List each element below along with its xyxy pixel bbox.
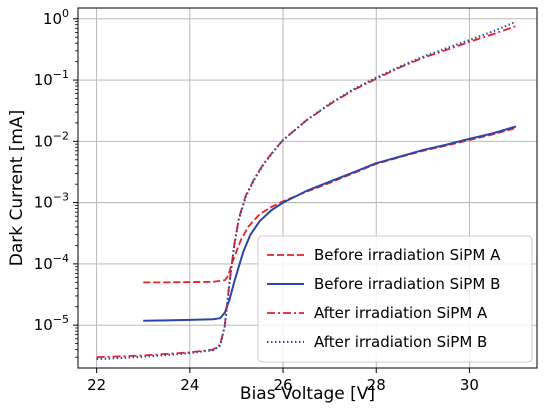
y-tick-exponent: −2 <box>53 129 69 142</box>
y-tick-base: 10 <box>34 194 53 212</box>
legend: Before irradiation SiPM A Before irradiat… <box>257 235 533 363</box>
y-tick-label: 10−5 <box>34 313 69 334</box>
plot-lines <box>96 20 517 361</box>
legend-box <box>257 235 533 363</box>
x-axis-title: Bias Voltage [V] <box>240 384 375 404</box>
y-tick-label: 10−2 <box>34 129 69 150</box>
series-line-4 <box>96 20 517 361</box>
y-tick-base: 10 <box>34 255 53 273</box>
y-tick-exponent: −3 <box>53 191 69 204</box>
y-tick-base: 10 <box>43 10 62 28</box>
legend-label: After irradiation SiPM A <box>314 304 488 322</box>
y-tick-label: 10−3 <box>34 191 69 212</box>
y-tick-exponent: 0 <box>62 7 69 20</box>
y-tick-base: 10 <box>34 71 53 89</box>
legend-label: Before irradiation SiPM A <box>314 246 501 264</box>
y-axis-title: Dark Current [mA] <box>7 110 27 266</box>
y-tick-exponent: −4 <box>53 252 69 265</box>
x-tick-label: 28 <box>367 376 386 394</box>
y-tick-label: 100 <box>43 7 69 28</box>
y-tick-label: 10−1 <box>34 68 69 89</box>
x-tick-label: 24 <box>180 376 199 394</box>
series-line-2 <box>143 125 517 322</box>
x-tick-label: 26 <box>273 376 292 394</box>
y-tick-label: 10−4 <box>34 252 69 273</box>
x-tick-label: 30 <box>460 376 479 394</box>
y-tick-base: 10 <box>34 132 53 150</box>
legend-label: After irradiation SiPM B <box>314 333 487 351</box>
plot-frame <box>77 7 538 369</box>
x-tick-label: 22 <box>87 376 106 394</box>
y-tick-exponent: −5 <box>53 313 69 326</box>
y-tick-base: 10 <box>34 316 53 334</box>
legend-label: Before irradiation SiPM B <box>314 275 500 293</box>
y-tick-exponent: −1 <box>53 68 69 81</box>
